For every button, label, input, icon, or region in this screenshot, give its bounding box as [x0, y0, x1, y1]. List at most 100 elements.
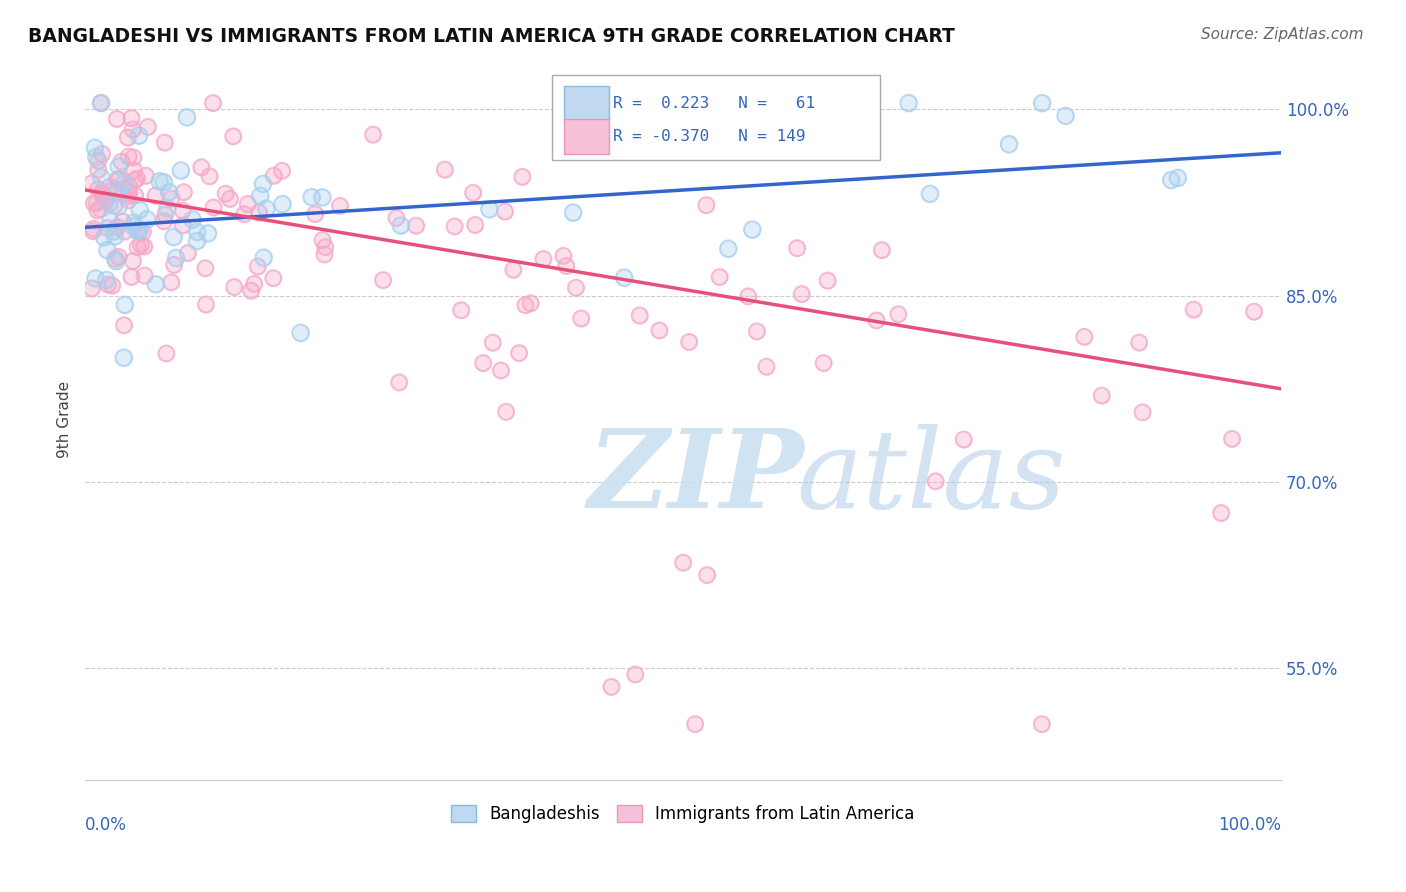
Point — [107, 160, 129, 174]
Point — [112, 318, 135, 333]
Point — [918, 186, 941, 201]
Point — [127, 224, 149, 238]
Point — [472, 356, 495, 370]
Point — [105, 254, 128, 268]
Point — [519, 296, 541, 310]
Point — [478, 202, 501, 217]
Point — [87, 162, 110, 177]
Point — [648, 323, 671, 337]
Point — [186, 234, 208, 248]
Point — [533, 252, 555, 266]
Point — [433, 162, 456, 177]
Point — [157, 185, 180, 199]
Point — [1031, 96, 1053, 111]
Point — [163, 258, 186, 272]
Point — [198, 169, 221, 184]
Point — [290, 326, 312, 340]
Point — [82, 224, 104, 238]
Legend: Bangladeshis, Immigrants from Latin America: Bangladeshis, Immigrants from Latin Amer… — [444, 797, 921, 830]
Point — [613, 270, 636, 285]
Point — [104, 229, 127, 244]
Point — [222, 129, 245, 144]
Point — [83, 221, 105, 235]
Point — [98, 196, 121, 211]
Point — [600, 680, 623, 694]
Point — [173, 185, 195, 199]
Point — [90, 170, 112, 185]
Point — [103, 225, 125, 239]
Point — [112, 177, 135, 191]
Point — [160, 192, 183, 206]
Point — [97, 277, 120, 292]
Point — [247, 205, 270, 219]
Point — [162, 230, 184, 244]
Point — [124, 188, 146, 202]
Point — [122, 254, 145, 268]
Point — [107, 199, 129, 213]
Point — [90, 96, 112, 111]
Point — [153, 214, 176, 228]
Point — [271, 197, 294, 211]
Point — [870, 243, 893, 257]
Point — [1243, 304, 1265, 318]
Point — [385, 211, 408, 225]
Point — [156, 202, 179, 216]
Point — [112, 351, 135, 365]
Point — [741, 222, 763, 236]
Point — [696, 568, 718, 582]
Point — [122, 219, 145, 234]
Point — [508, 346, 530, 360]
Point — [565, 281, 588, 295]
Point — [84, 150, 107, 164]
Point — [385, 211, 408, 225]
Point — [194, 261, 217, 276]
Point — [117, 130, 139, 145]
Point — [755, 359, 778, 374]
Point — [786, 241, 808, 255]
Point — [569, 311, 592, 326]
Point — [695, 198, 717, 212]
Point — [122, 216, 145, 230]
Point — [172, 203, 194, 218]
Point — [481, 335, 503, 350]
Point — [262, 271, 284, 285]
Point — [678, 334, 700, 349]
Point — [104, 187, 127, 202]
Point — [105, 112, 128, 126]
Point — [87, 153, 110, 168]
Point — [481, 335, 503, 350]
Point — [155, 346, 177, 360]
Point — [120, 112, 142, 126]
Point — [329, 199, 352, 213]
Point — [120, 269, 142, 284]
Point — [737, 289, 759, 303]
Point — [117, 189, 139, 203]
Point — [162, 230, 184, 244]
Point — [197, 227, 219, 241]
Point — [136, 120, 159, 134]
Point — [117, 130, 139, 145]
Point — [236, 197, 259, 211]
Point — [290, 326, 312, 340]
Point — [1073, 330, 1095, 344]
Point — [233, 207, 256, 221]
Point — [311, 190, 333, 204]
Point — [152, 175, 174, 189]
Point — [624, 667, 647, 681]
Point — [202, 201, 225, 215]
Point — [262, 271, 284, 285]
Point — [263, 169, 285, 183]
Point — [924, 475, 946, 489]
Point — [172, 203, 194, 218]
Point — [128, 202, 150, 217]
Point — [450, 303, 472, 318]
Point — [389, 219, 412, 233]
Point — [550, 143, 572, 157]
Point — [240, 284, 263, 298]
Point — [90, 186, 112, 200]
Point — [122, 163, 145, 178]
Point — [190, 160, 212, 174]
Point — [120, 112, 142, 126]
Point — [121, 122, 143, 136]
Point — [240, 284, 263, 298]
